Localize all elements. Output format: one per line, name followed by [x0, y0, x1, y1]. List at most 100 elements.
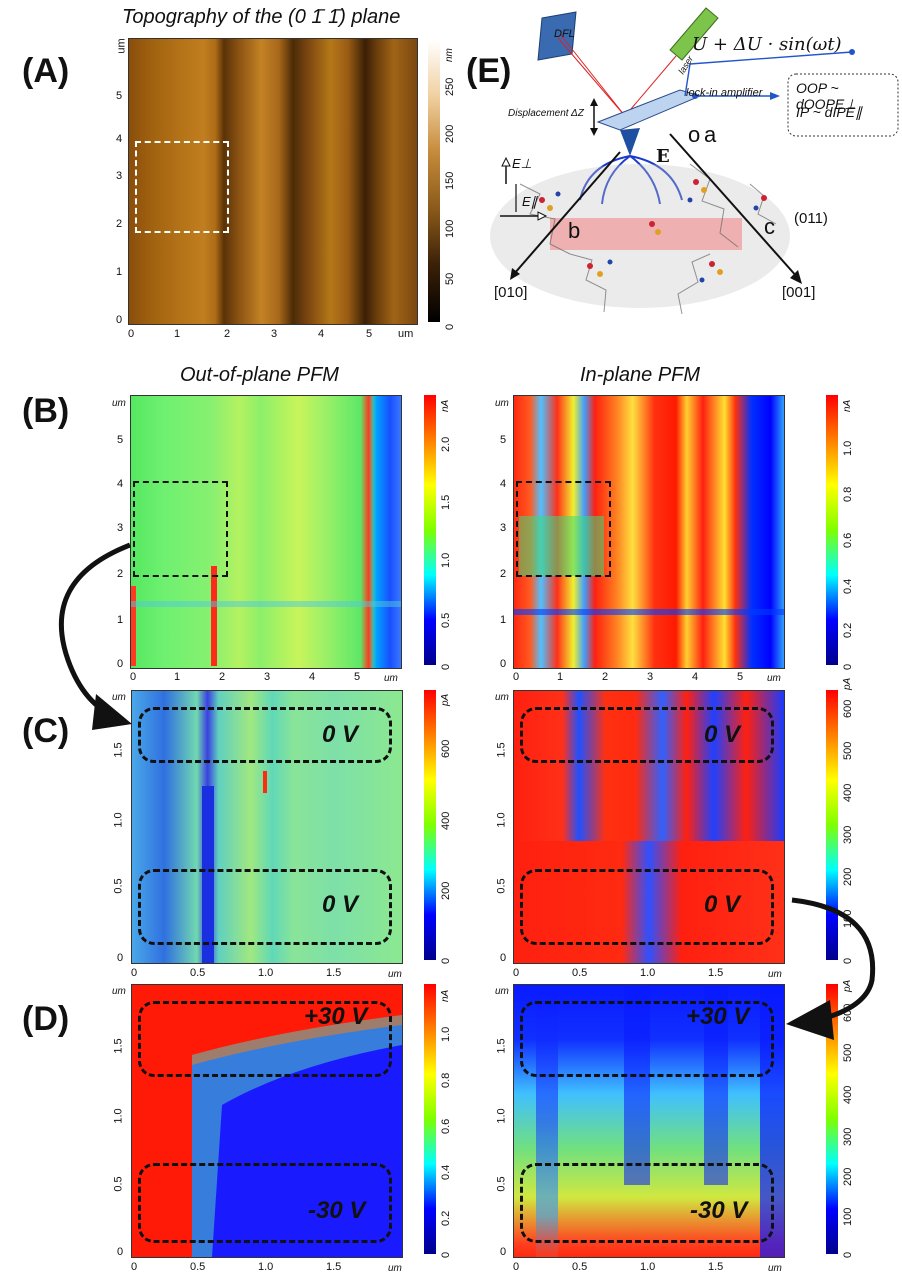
- selection-box: [516, 481, 611, 577]
- x-unit: um: [388, 1263, 402, 1274]
- region-box-bottom: [138, 869, 392, 945]
- x-tick: 5: [737, 671, 744, 683]
- axis-a-label: a: [704, 122, 717, 147]
- x-tick: 2: [602, 671, 609, 683]
- panel-label-b: (B): [22, 392, 70, 430]
- y-tick: 0: [117, 952, 124, 964]
- y-tick: 1: [117, 614, 124, 626]
- panel-label-a: (A): [22, 52, 70, 90]
- x-tick: 1.5: [326, 967, 342, 979]
- oop-pfm-map-c: 0 V 0 V: [131, 690, 403, 964]
- y-tick: 5: [116, 90, 123, 102]
- direction-010-label: [010]: [494, 284, 528, 301]
- y-tick: 3: [117, 522, 124, 534]
- y-tick: 2: [116, 218, 123, 230]
- y-tick: 2: [117, 568, 124, 580]
- region-box-bottom: [520, 1163, 774, 1243]
- y-unit: um: [112, 986, 126, 997]
- y-tick: 1: [116, 266, 123, 278]
- x-unit: um: [388, 969, 402, 980]
- x-tick: 1.5: [708, 967, 724, 979]
- x-tick: 1.5: [326, 1261, 342, 1273]
- x-tick: 4: [692, 671, 699, 683]
- topography-title: Topography of the (0 1̄ 1̄) plane: [122, 6, 401, 28]
- voltage-label: +30 V: [686, 1003, 750, 1030]
- x-tick: 2: [219, 671, 226, 683]
- blue-column: [704, 985, 728, 1185]
- x-tick: 1: [174, 671, 181, 683]
- y-unit: um: [112, 692, 126, 703]
- blue-band: [131, 601, 401, 607]
- y-unit: um: [495, 692, 509, 703]
- blue-column: [624, 985, 650, 1185]
- x-unit: um: [768, 969, 782, 980]
- oop-pfm-map-b: [130, 395, 402, 669]
- y-tick: 2: [500, 568, 507, 580]
- x-tick: 1: [557, 671, 564, 683]
- green-patches: [519, 516, 604, 576]
- x-tick: 3: [271, 328, 278, 340]
- voltage-label: +30 V: [304, 1003, 368, 1030]
- y-tick: 3: [116, 170, 123, 182]
- blue-column: [202, 786, 214, 963]
- y-tick: 0: [117, 1246, 124, 1258]
- x-tick: 1.0: [640, 1261, 656, 1273]
- x-tick: 1.0: [640, 967, 656, 979]
- voltage-label: 0 V: [322, 891, 359, 918]
- blue-column: [536, 985, 558, 1257]
- panel-label-c: (C): [22, 712, 70, 750]
- displacement-label: Displacement: [508, 108, 569, 119]
- x-tick: 4: [318, 328, 325, 340]
- x-tick: 1.5: [708, 1261, 724, 1273]
- x-tick: 2: [224, 328, 231, 340]
- x-tick: 0: [130, 671, 137, 683]
- pfm-schematic: [490, 7, 899, 315]
- panel-label-d: (D): [22, 1000, 70, 1038]
- x-tick: 0: [131, 967, 138, 979]
- y-tick: 0: [117, 658, 124, 670]
- region-box-bottom: [520, 869, 774, 945]
- region-box-top: [138, 707, 392, 763]
- efield-label: E: [656, 146, 670, 167]
- x-tick: 3: [264, 671, 271, 683]
- selection-box: [135, 141, 229, 233]
- axis-o-label: o: [688, 122, 701, 147]
- x-tick: 3: [647, 671, 654, 683]
- ip-colorbar-b: [826, 395, 838, 665]
- voltage-label: -30 V: [308, 1197, 366, 1224]
- x-tick: 0: [513, 1261, 520, 1273]
- ip-colorbar-c: [826, 690, 838, 960]
- y-tick: 5: [117, 434, 124, 446]
- y-tick: 1: [500, 614, 507, 626]
- red-streak: [131, 586, 136, 666]
- oop-title: Out-of-plane PFM: [180, 364, 339, 386]
- x-tick: 1: [174, 328, 181, 340]
- x-tick: 0: [131, 1261, 138, 1273]
- lock-in-label: lock-in amplifier: [686, 87, 763, 99]
- x-unit: um: [384, 673, 398, 684]
- x-tick: 0: [128, 328, 135, 340]
- red-streak: [211, 566, 217, 666]
- direction-001-label: [001]: [782, 284, 816, 301]
- ip-label: IP ~ dIPE∥: [796, 104, 863, 120]
- voltage-label: 0 V: [322, 721, 359, 748]
- selection-box: [133, 481, 228, 577]
- region-box-top: [520, 1001, 774, 1077]
- voltage-formula: U + ΔU · sin(ωt): [692, 34, 842, 55]
- x-tick: 5: [366, 328, 373, 340]
- arrow-c-to-d: [791, 897, 876, 1027]
- voltage-label: 0 V: [704, 721, 741, 748]
- y-tick: 4: [500, 478, 507, 490]
- x-tick: 0.5: [190, 967, 206, 979]
- x-tick: 0: [513, 671, 520, 683]
- y-tick: 4: [117, 478, 124, 490]
- topography-map: [128, 38, 418, 325]
- region-box-top: [520, 707, 774, 763]
- voltage-label: -30 V: [690, 1197, 748, 1224]
- y-tick: 0: [116, 314, 123, 326]
- x-tick: 1.0: [258, 967, 274, 979]
- topography-colorbar: [428, 40, 440, 322]
- x-tick: 0.5: [572, 1261, 588, 1273]
- arrow-b-to-c: [58, 542, 131, 721]
